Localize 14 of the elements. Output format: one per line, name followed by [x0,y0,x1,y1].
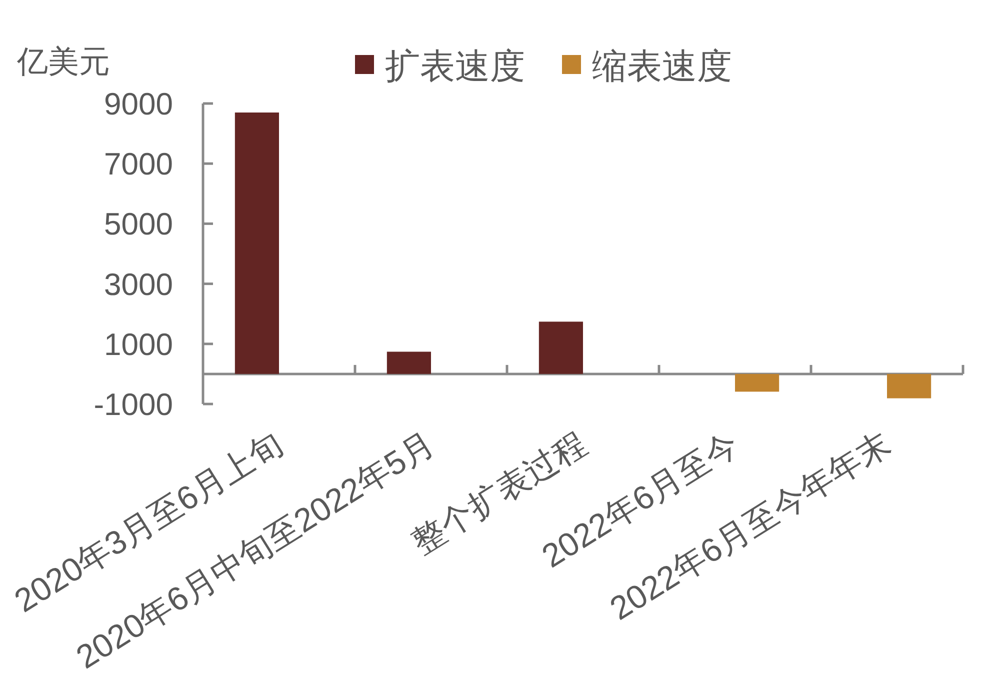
bar [234,112,279,374]
y-tick-label: 9000 [104,86,173,122]
bar [386,352,431,374]
y-axis-title: 亿美元 [16,44,110,79]
bar [887,374,932,398]
bar [538,322,583,374]
y-tick-label: -1000 [94,387,173,422]
legend-label: 扩表速度 [385,47,525,86]
y-tick-label: 7000 [104,146,173,182]
y-tick-label: 3000 [104,266,173,302]
legend-label: 缩表速度 [592,47,732,86]
bar [735,374,780,392]
y-tick-label: 5000 [104,206,173,242]
y-tick-label: 1000 [104,326,173,362]
